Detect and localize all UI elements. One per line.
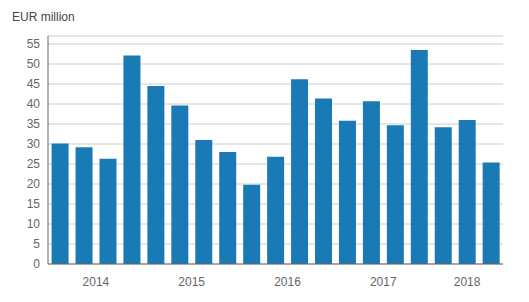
svg-text:2018: 2018 xyxy=(454,275,481,288)
svg-text:15: 15 xyxy=(27,197,41,211)
svg-text:0: 0 xyxy=(33,257,40,271)
svg-text:35: 35 xyxy=(27,117,41,131)
svg-text:2014: 2014 xyxy=(83,275,110,288)
svg-text:40: 40 xyxy=(27,97,41,111)
html-text:EUR million: EUR million xyxy=(12,10,75,24)
svg-text:50: 50 xyxy=(27,57,41,71)
svg-text:10: 10 xyxy=(27,217,41,231)
svg-text:2015: 2015 xyxy=(178,275,205,288)
svg-text:45: 45 xyxy=(27,77,41,91)
svg-text:2017: 2017 xyxy=(370,275,397,288)
svg-text:30: 30 xyxy=(27,137,41,151)
svg-text:25: 25 xyxy=(27,157,41,171)
svg-text:55: 55 xyxy=(27,37,41,51)
svg-text:2016: 2016 xyxy=(274,275,301,288)
svg-text:20: 20 xyxy=(27,177,41,191)
svg-text:5: 5 xyxy=(33,237,40,251)
